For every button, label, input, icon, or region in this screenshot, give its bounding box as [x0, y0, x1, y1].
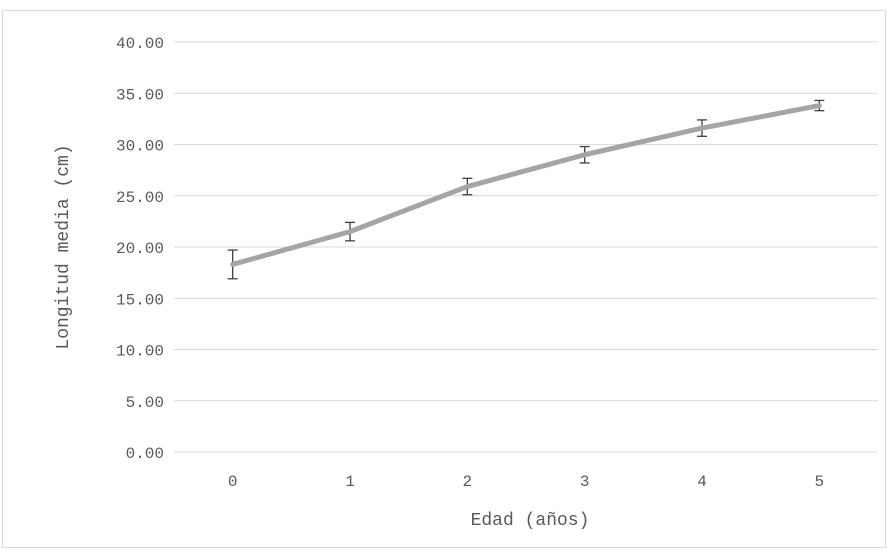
- x-tick-label: 1: [345, 473, 355, 491]
- y-axis-title: Longitud media (cm): [54, 144, 74, 349]
- y-axis-ticks: 0.00 5.00 10.00 15.00 20.00 25.00 30.00 35.00 40…: [116, 35, 164, 463]
- y-tick-label: 20.00: [116, 240, 164, 258]
- gridlines: [174, 41, 878, 453]
- y-tick-label: 25.00: [116, 189, 164, 207]
- y-tick-label: 10.00: [116, 343, 164, 361]
- y-tick-label: 30.00: [116, 138, 164, 156]
- x-tick-label: 0: [228, 473, 238, 491]
- series-line: [230, 103, 822, 267]
- x-axis-title: Edad (años): [471, 511, 590, 531]
- y-tick-label: 5.00: [126, 394, 164, 412]
- y-tick-label: 40.00: [116, 35, 164, 53]
- x-tick-label: 4: [697, 473, 707, 491]
- x-tick-label: 5: [815, 473, 825, 491]
- y-tick-label: 35.00: [116, 86, 164, 104]
- x-tick-label: 3: [580, 473, 590, 491]
- error-bars: [227, 99, 825, 280]
- x-tick-label: 2: [463, 473, 473, 491]
- chart-frame: [2, 10, 886, 548]
- y-tick-label: 0.00: [126, 445, 164, 463]
- x-axis-ticks: 0 1 2 3 4 5: [228, 473, 824, 491]
- y-tick-label: 15.00: [116, 291, 164, 309]
- series-line-layer: [230, 103, 822, 267]
